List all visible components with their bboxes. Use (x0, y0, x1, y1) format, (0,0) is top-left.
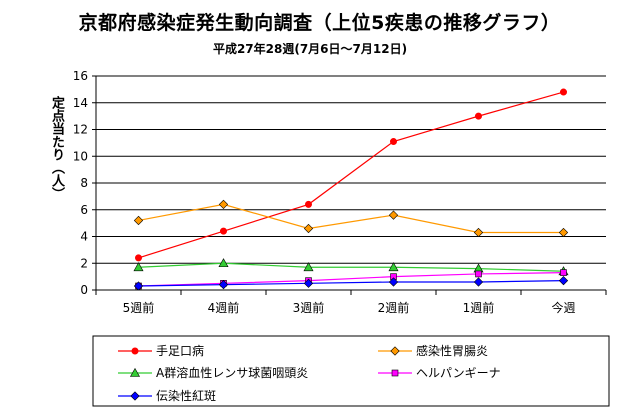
x-tick-label: 5週前 (123, 300, 155, 315)
legend-swatch-marker (130, 391, 140, 401)
legend-swatch-marker (390, 346, 400, 356)
y-tick-label: 4 (80, 230, 88, 244)
legend-entry-label: 伝染性紅斑 (156, 388, 216, 403)
data-point (305, 200, 312, 208)
chart-title: 京都府感染症発生動向調査（上位5疾患の推移グラフ） (78, 12, 561, 34)
legend-entry-label: ヘルパンギーナ (416, 366, 501, 380)
data-point (133, 262, 144, 272)
y-tick-label: 10 (73, 149, 88, 163)
x-tick-label: 今週 (551, 300, 575, 315)
y-tick-label: 6 (80, 203, 88, 217)
data-point (303, 278, 314, 288)
legend-box (92, 335, 610, 407)
series-line (138, 262, 564, 272)
y-tick-label: 12 (73, 123, 88, 137)
data-point (475, 112, 482, 120)
x-tick-label: 2週前 (378, 300, 410, 315)
y-tick-label: 2 (80, 256, 88, 270)
grid (96, 75, 606, 264)
data-point (560, 269, 567, 276)
data-point (135, 254, 142, 262)
x-tick-label: 3週前 (293, 300, 325, 315)
data-point (218, 199, 229, 210)
y-tick-label: 0 (80, 283, 88, 297)
legend-swatch-marker (131, 347, 139, 355)
data-point (133, 281, 144, 291)
series-line (138, 272, 564, 287)
y-tick-label: 14 (73, 96, 88, 110)
data-point (558, 227, 569, 238)
data-point (558, 276, 569, 286)
legend-swatch-marker (129, 367, 141, 377)
data-point (560, 88, 567, 96)
legend-entry-label: 手足口病 (156, 343, 204, 358)
y-tick-label: 16 (73, 69, 88, 83)
data-point (388, 262, 399, 272)
data-point (388, 210, 399, 220)
data-point (303, 262, 314, 272)
x-tick-label: 4週前 (208, 300, 240, 315)
data-point (133, 215, 144, 226)
legend-swatch-marker (391, 369, 399, 377)
y-tick-label: 8 (80, 176, 88, 190)
data-point (473, 277, 484, 287)
series-line (138, 91, 564, 259)
data-point (390, 138, 397, 146)
data-point (218, 280, 229, 290)
data-point (303, 223, 314, 234)
data-point (475, 270, 482, 278)
data-point (220, 227, 227, 235)
y-axis-label: 定点当たり（人） (49, 96, 64, 200)
data-point (473, 227, 484, 238)
x-tick-label: 1週前 (463, 300, 495, 315)
data-point (388, 277, 399, 287)
data-point (218, 258, 229, 268)
legend-entry-label: A群溶血性レンサ球菌咽頭炎 (156, 365, 308, 380)
series-line (138, 203, 564, 234)
series-lines (133, 88, 569, 291)
chart-subtitle: 平成27年28週(7月6日～7月12日) (212, 42, 408, 56)
legend-entry-label: 感染性胃腸炎 (416, 343, 488, 358)
series-line (138, 280, 564, 287)
axes: 0 2 4 6 8 10 12 14 16 5週前 4週前 3週前 2週前 1週前 今週 (73, 69, 607, 315)
